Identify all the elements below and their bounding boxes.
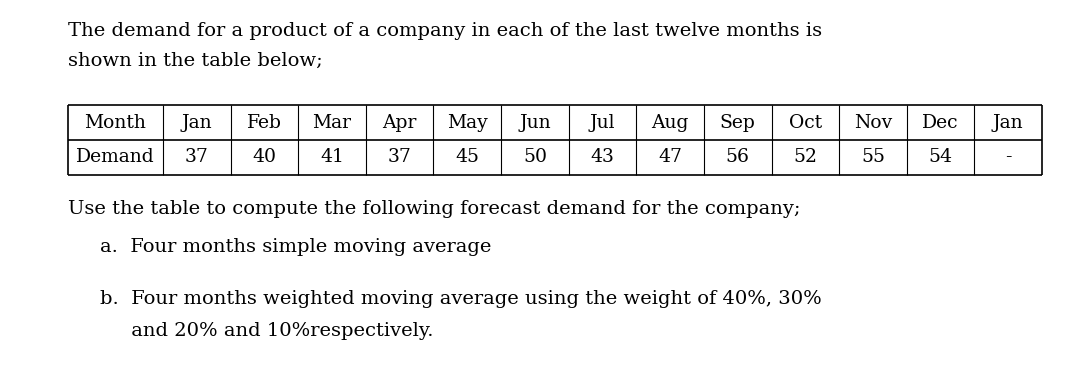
Text: Jun: Jun	[519, 113, 551, 132]
Text: 54: 54	[929, 149, 953, 167]
Text: 45: 45	[456, 149, 480, 167]
Text: Use the table to compute the following forecast demand for the company;: Use the table to compute the following f…	[68, 200, 800, 218]
Text: and 20% and 10%respectively.: and 20% and 10%respectively.	[100, 322, 433, 340]
Text: 55: 55	[861, 149, 885, 167]
Text: Apr: Apr	[382, 113, 417, 132]
Text: 50: 50	[523, 149, 546, 167]
Text: 52: 52	[794, 149, 818, 167]
Text: Nov: Nov	[854, 113, 892, 132]
Text: Aug: Aug	[651, 113, 689, 132]
Text: Jan: Jan	[181, 113, 212, 132]
Text: 56: 56	[726, 149, 750, 167]
Text: b.  Four months weighted moving average using the weight of 40%, 30%: b. Four months weighted moving average u…	[100, 290, 822, 308]
Text: 43: 43	[591, 149, 615, 167]
Text: 37: 37	[388, 149, 411, 167]
Text: May: May	[447, 113, 488, 132]
Text: a.  Four months simple moving average: a. Four months simple moving average	[100, 238, 491, 256]
Text: Feb: Feb	[247, 113, 282, 132]
Text: -: -	[1005, 149, 1012, 167]
Text: Oct: Oct	[788, 113, 822, 132]
Text: shown in the table below;: shown in the table below;	[68, 52, 323, 70]
Text: Month: Month	[84, 113, 147, 132]
Text: Jul: Jul	[590, 113, 616, 132]
Text: 41: 41	[320, 149, 343, 167]
Text: Mar: Mar	[312, 113, 351, 132]
Text: 40: 40	[253, 149, 276, 167]
Text: Demand: Demand	[77, 149, 154, 167]
Text: 37: 37	[185, 149, 208, 167]
Text: The demand for a product of a company in each of the last twelve months is: The demand for a product of a company in…	[68, 22, 822, 40]
Text: Dec: Dec	[922, 113, 959, 132]
Text: Jan: Jan	[993, 113, 1024, 132]
Text: Sep: Sep	[719, 113, 756, 132]
Text: 47: 47	[658, 149, 683, 167]
